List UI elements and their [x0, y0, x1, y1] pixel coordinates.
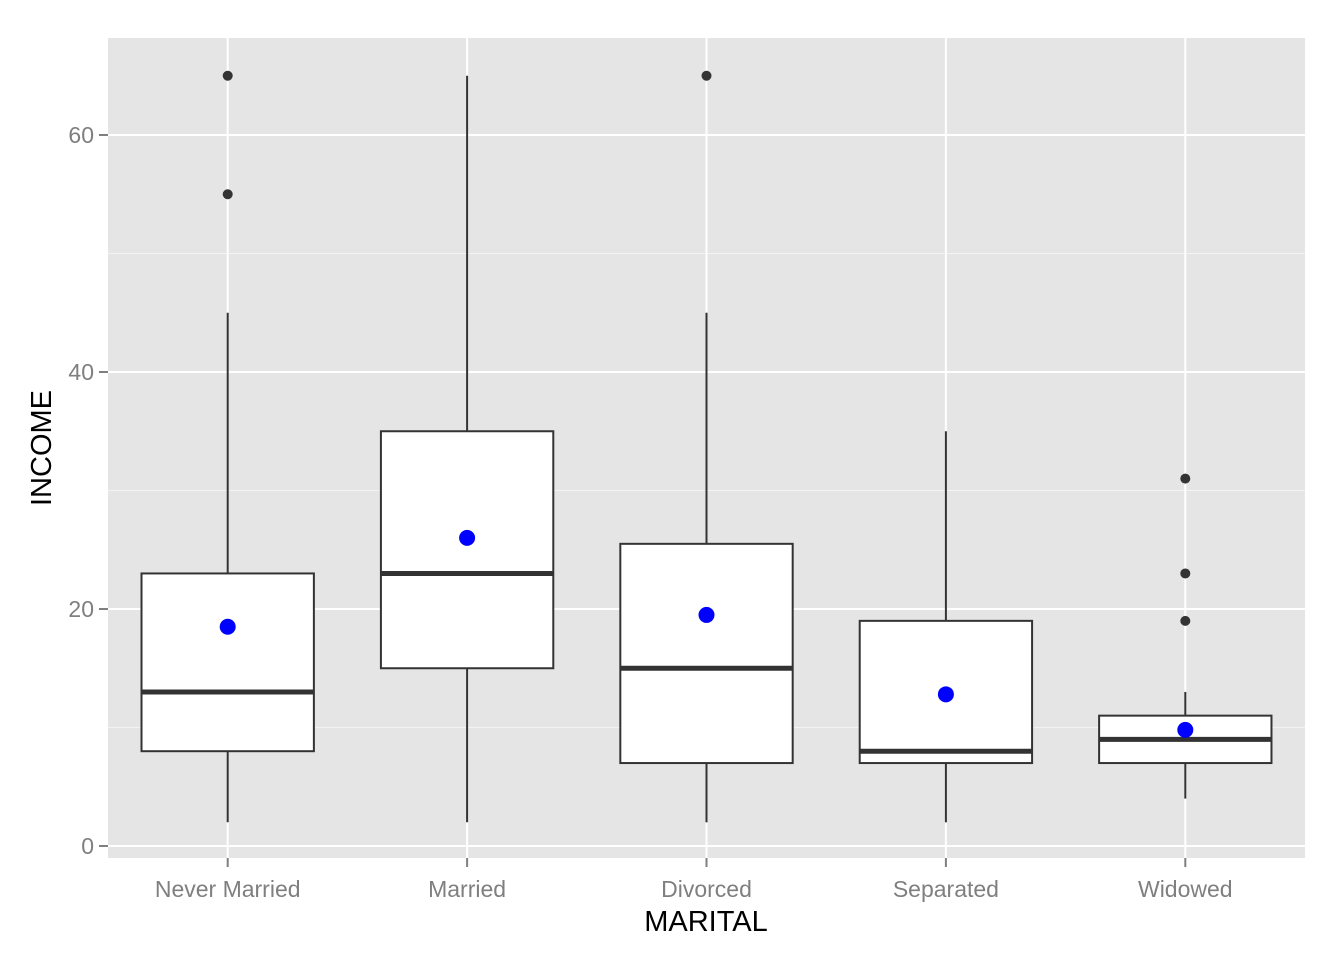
x-tick-label: Divorced — [661, 876, 752, 902]
mean-point — [698, 606, 715, 623]
outlier-point — [1180, 473, 1191, 484]
box-group — [619, 70, 794, 823]
x-axis-title: MARITAL — [644, 906, 768, 938]
x-axis: Never Married Married Divorced Separated Wid… — [155, 858, 1233, 902]
y-tick-label: 20 — [68, 596, 94, 622]
outlier-point — [222, 189, 233, 200]
x-tick-label: Never Married — [155, 876, 301, 902]
box-group — [1098, 473, 1273, 799]
mean-point — [459, 529, 476, 546]
y-tick-label: 40 — [68, 359, 94, 385]
x-tick-label: Married — [428, 876, 506, 902]
outlier-point — [701, 70, 712, 81]
box — [140, 572, 315, 753]
box-series — [140, 70, 1273, 823]
x-tick-label: Widowed — [1138, 876, 1233, 902]
outlier-point — [1180, 615, 1191, 626]
box — [379, 430, 555, 670]
outlier-point — [1180, 568, 1191, 579]
x-tick-label: Separated — [893, 876, 999, 902]
mean-point — [219, 618, 236, 635]
box — [619, 542, 794, 765]
y-axis-title: INCOME — [26, 390, 58, 506]
mean-point — [937, 686, 954, 703]
box-group — [858, 431, 1034, 823]
box-group — [379, 75, 555, 823]
y-axis: 0 20 40 60 — [68, 122, 108, 859]
mean-point — [1177, 721, 1194, 738]
outlier-point — [222, 70, 233, 81]
y-tick-label: 60 — [68, 122, 94, 148]
box-group — [140, 70, 315, 823]
y-tick-label: 0 — [81, 833, 94, 859]
